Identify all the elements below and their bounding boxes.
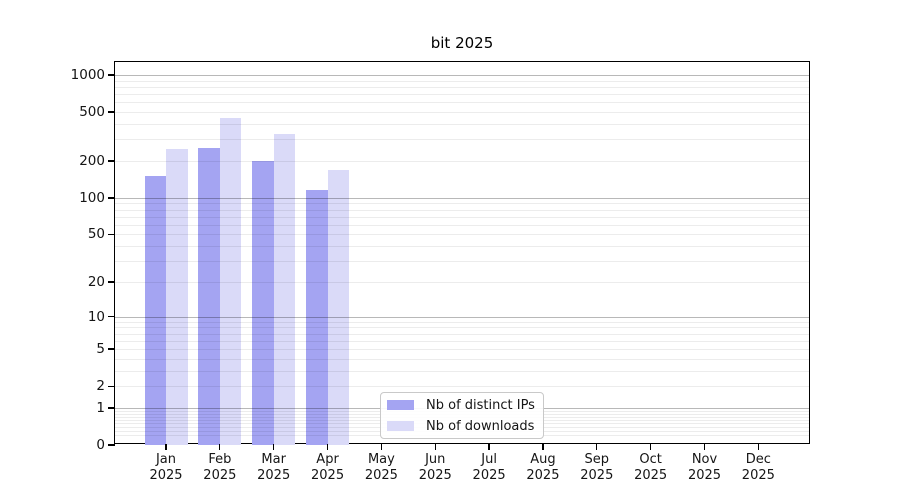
x-tick-label-may: May 2025: [364, 452, 398, 483]
y-tick-mark: [108, 160, 115, 162]
bar-distinct-ips-mar: [252, 161, 274, 445]
x-tick-mark: [434, 444, 436, 450]
x-tick-mark: [326, 444, 329, 450]
x-tick-label-nov: Nov 2025: [687, 452, 722, 483]
x-tick-mark: [219, 444, 221, 450]
y-tick-mark: [108, 407, 115, 409]
chart-title: bit 2025: [430, 34, 494, 52]
y-tick-label: 10: [87, 308, 105, 325]
x-tick-label-dec: Dec 2025: [741, 452, 775, 483]
gridline-minor: [115, 112, 809, 114]
y-tick-label: 50: [87, 226, 105, 243]
legend-label-downloads: Nb of downloads: [426, 418, 535, 434]
legend-swatch-downloads: [387, 420, 414, 432]
y-tick-mark: [108, 233, 115, 236]
x-tick-label-oct: Oct 2025: [634, 452, 668, 483]
y-tick-label: 1: [96, 399, 105, 416]
gridline-minor: [115, 80, 809, 82]
gridline-major: [115, 75, 809, 77]
x-tick-label-apr: Apr 2025: [311, 452, 345, 483]
bar-downloads-mar: [273, 133, 296, 445]
legend: Nb of distinct IPs Nb of downloads: [380, 392, 544, 439]
y-tick-label: 20: [87, 273, 105, 290]
x-tick-mark: [757, 444, 759, 450]
gridline-minor: [115, 370, 809, 372]
x-tick-label-jan: Jan 2025: [149, 452, 183, 483]
gridline-minor: [115, 86, 809, 88]
gridline-minor: [115, 209, 809, 211]
gridline-minor: [115, 224, 809, 226]
x-tick-label-sep: Sep 2025: [580, 452, 614, 483]
gridline-minor: [115, 94, 809, 96]
y-tick-label: 2: [96, 378, 105, 395]
gridline-minor: [115, 124, 809, 126]
y-tick-mark: [108, 315, 115, 318]
legend-label-distinct-ips: Nb of distinct IPs: [426, 397, 535, 413]
gridline-minor: [115, 102, 809, 104]
gridline-minor: [115, 358, 809, 360]
bar-downloads-jan: [166, 149, 188, 445]
y-tick-label: 0: [96, 437, 105, 453]
gridline-minor: [115, 333, 809, 335]
legend-swatch-distinct-ips: [387, 399, 414, 411]
gridline-minor: [115, 246, 809, 248]
gridline-minor: [115, 340, 809, 342]
gridline-minor: [115, 261, 809, 263]
y-tick-label: 5: [96, 341, 105, 358]
legend-item-downloads: Nb of downloads: [387, 417, 535, 435]
x-tick-mark: [703, 444, 706, 450]
x-tick-mark: [488, 444, 490, 450]
bar-distinct-ips-apr: [306, 190, 328, 445]
gridline-major: [115, 197, 809, 199]
x-tick-mark: [650, 444, 652, 450]
gridline-minor: [115, 327, 809, 329]
y-tick-mark: [108, 385, 115, 387]
gridline-minor: [115, 203, 809, 205]
y-tick-mark: [108, 111, 115, 113]
gridline-minor: [115, 139, 809, 141]
bar-downloads-feb: [219, 117, 242, 445]
gridline-minor: [115, 216, 809, 218]
legend-item-distinct-ips: Nb of distinct IPs: [387, 396, 535, 414]
plot-area: Nb of distinct IPs Nb of downloads 0 1 2 5 1…: [71, 61, 810, 483]
bar-downloads-apr: [327, 169, 350, 445]
gridline-minor: [115, 281, 809, 283]
x-tick-label-jun: Jun 2025: [418, 452, 452, 483]
x-tick-label-feb: Feb 2025: [203, 452, 237, 483]
y-tick-label: 200: [79, 153, 105, 170]
y-tick-label: 1000: [70, 67, 105, 84]
gridline-minor: [115, 234, 809, 236]
x-tick-mark: [165, 444, 167, 450]
gridline-minor: [115, 321, 809, 323]
y-tick-label: 100: [79, 189, 105, 206]
bar-distinct-ips-jan: [144, 176, 166, 445]
gridline-minor: [115, 386, 809, 388]
bar-distinct-ips-feb: [198, 148, 220, 445]
y-tick-mark: [108, 348, 115, 350]
gridline-minor: [115, 349, 809, 351]
y-tick-mark: [108, 197, 115, 199]
y-tick-mark: [108, 281, 115, 283]
y-tick-mark: [108, 74, 115, 76]
gridline-major: [115, 316, 809, 318]
y-tick-label: 500: [79, 104, 105, 121]
x-tick-mark: [273, 444, 275, 450]
x-tick-mark: [596, 444, 598, 450]
y-tick-mark: [108, 444, 115, 446]
x-tick-label-jul: Jul 2025: [472, 452, 506, 483]
x-tick-label-mar: Mar 2025: [257, 452, 291, 483]
x-tick-mark: [380, 444, 383, 450]
x-tick-mark: [542, 444, 544, 450]
gridline-minor: [115, 161, 809, 163]
x-tick-label-aug: Aug 2025: [526, 452, 560, 483]
